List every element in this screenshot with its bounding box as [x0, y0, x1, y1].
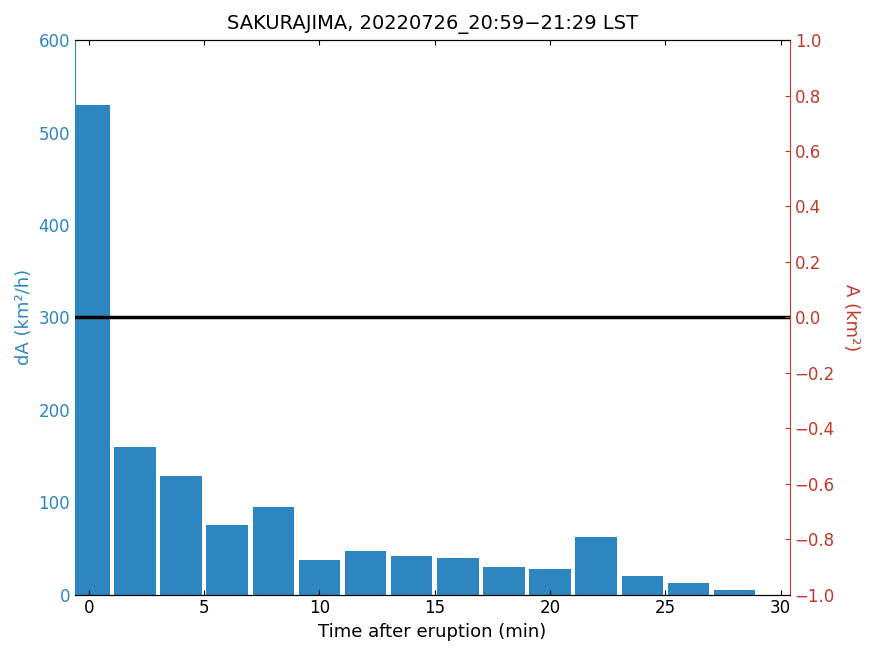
Bar: [438, 558, 479, 594]
Bar: [68, 105, 109, 594]
Bar: [529, 569, 570, 594]
Bar: [298, 560, 340, 594]
Title: SAKURAJIMA, 20220726_20:59−21:29 LST: SAKURAJIMA, 20220726_20:59−21:29 LST: [227, 15, 638, 34]
Bar: [345, 551, 387, 594]
Bar: [391, 556, 432, 594]
Bar: [483, 567, 525, 594]
Bar: [576, 537, 617, 594]
Bar: [115, 447, 156, 594]
Bar: [668, 583, 709, 594]
Bar: [160, 476, 202, 594]
Bar: [714, 590, 755, 594]
Bar: [206, 525, 248, 594]
Y-axis label: dA (km²/h): dA (km²/h): [15, 269, 33, 365]
Y-axis label: A (km²): A (km²): [842, 284, 860, 351]
Bar: [621, 576, 663, 594]
X-axis label: Time after eruption (min): Time after eruption (min): [318, 623, 547, 641]
Bar: [253, 507, 294, 594]
